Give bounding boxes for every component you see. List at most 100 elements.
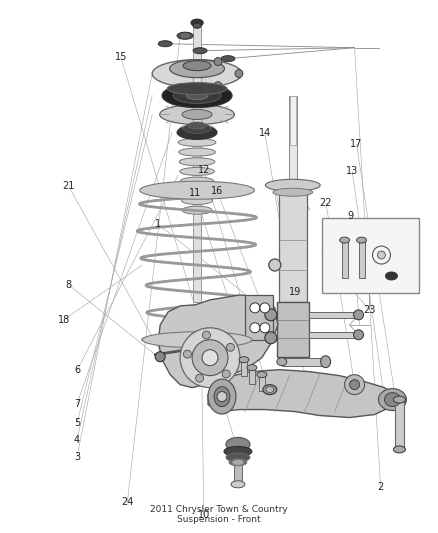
Ellipse shape	[158, 41, 172, 47]
Ellipse shape	[162, 84, 232, 108]
Bar	[342, 240, 348, 278]
Ellipse shape	[170, 60, 225, 78]
Circle shape	[222, 370, 230, 378]
Circle shape	[192, 340, 228, 376]
Bar	[249, 366, 255, 384]
Circle shape	[250, 303, 260, 313]
Circle shape	[155, 352, 165, 362]
Bar	[282, 358, 324, 366]
Circle shape	[196, 374, 204, 382]
Ellipse shape	[193, 47, 207, 54]
Ellipse shape	[179, 148, 215, 156]
Ellipse shape	[152, 60, 242, 87]
Bar	[259, 373, 265, 391]
Bar	[396, 400, 404, 449]
Circle shape	[260, 323, 270, 333]
Text: 16: 16	[211, 186, 223, 196]
Ellipse shape	[393, 446, 406, 453]
Text: 8: 8	[65, 280, 71, 289]
Text: 21: 21	[62, 181, 74, 191]
Circle shape	[226, 343, 234, 351]
Text: 22: 22	[320, 198, 332, 208]
Bar	[289, 95, 297, 180]
Circle shape	[180, 328, 240, 387]
Ellipse shape	[142, 332, 252, 348]
Circle shape	[184, 350, 191, 358]
Ellipse shape	[339, 237, 350, 243]
Text: 4: 4	[74, 435, 80, 445]
Text: 13: 13	[346, 166, 358, 176]
Ellipse shape	[180, 177, 214, 185]
Text: 9: 9	[347, 211, 353, 221]
Text: 14: 14	[259, 127, 271, 138]
Ellipse shape	[231, 481, 245, 488]
Ellipse shape	[181, 197, 212, 205]
Bar	[279, 192, 307, 302]
Ellipse shape	[177, 125, 217, 140]
Circle shape	[214, 82, 222, 90]
Ellipse shape	[257, 372, 267, 378]
Text: 12: 12	[198, 165, 210, 175]
Ellipse shape	[188, 122, 206, 129]
Bar	[193, 23, 201, 302]
Text: 6: 6	[74, 365, 80, 375]
Ellipse shape	[226, 438, 250, 451]
Ellipse shape	[178, 139, 216, 147]
Circle shape	[217, 392, 227, 401]
Ellipse shape	[191, 19, 203, 26]
Bar	[359, 240, 364, 278]
Ellipse shape	[224, 447, 252, 456]
Bar	[309, 332, 357, 338]
Ellipse shape	[385, 393, 400, 407]
Ellipse shape	[357, 237, 367, 243]
Text: 3: 3	[74, 451, 80, 462]
Ellipse shape	[321, 356, 331, 368]
Ellipse shape	[193, 23, 201, 28]
Text: 1: 1	[155, 219, 161, 229]
Ellipse shape	[186, 92, 208, 100]
Ellipse shape	[385, 272, 397, 280]
Circle shape	[202, 331, 210, 339]
Ellipse shape	[182, 109, 212, 119]
Bar	[277, 302, 309, 357]
Ellipse shape	[182, 206, 212, 214]
Ellipse shape	[180, 167, 214, 175]
Text: 5: 5	[74, 418, 80, 428]
Circle shape	[214, 58, 222, 66]
Ellipse shape	[378, 389, 406, 410]
Text: 15: 15	[115, 52, 127, 62]
Ellipse shape	[179, 158, 215, 166]
Bar	[309, 312, 357, 318]
Circle shape	[345, 375, 364, 394]
Circle shape	[353, 310, 364, 320]
Circle shape	[250, 323, 260, 333]
Ellipse shape	[183, 61, 211, 71]
Ellipse shape	[177, 32, 193, 39]
Circle shape	[353, 330, 364, 340]
Ellipse shape	[167, 83, 227, 94]
Ellipse shape	[247, 365, 257, 370]
Text: 2011 Chrysler Town & Country
Suspension - Front: 2011 Chrysler Town & Country Suspension …	[150, 505, 288, 524]
Circle shape	[265, 309, 277, 321]
Ellipse shape	[181, 34, 189, 38]
Ellipse shape	[226, 453, 250, 462]
Circle shape	[235, 70, 243, 78]
Ellipse shape	[229, 459, 247, 466]
Bar	[321, 218, 419, 293]
Text: 2: 2	[378, 482, 384, 492]
Polygon shape	[208, 370, 395, 417]
Text: 18: 18	[58, 314, 70, 325]
Bar	[245, 295, 273, 340]
Text: 17: 17	[350, 139, 363, 149]
Circle shape	[260, 303, 270, 313]
Circle shape	[269, 259, 281, 271]
Text: 24: 24	[121, 497, 134, 507]
Ellipse shape	[160, 104, 234, 124]
Ellipse shape	[221, 55, 235, 62]
Bar	[234, 462, 242, 484]
Text: 11: 11	[189, 188, 201, 198]
Ellipse shape	[266, 386, 274, 393]
Ellipse shape	[265, 179, 320, 191]
Ellipse shape	[273, 188, 313, 196]
Ellipse shape	[183, 124, 211, 133]
